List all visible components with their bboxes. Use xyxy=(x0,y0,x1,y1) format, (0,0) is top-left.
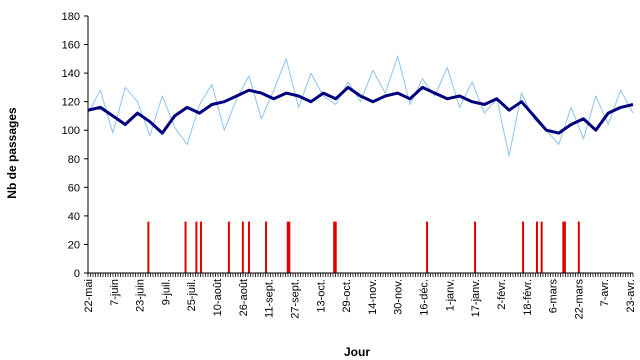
x-tick-label: 17-janv. xyxy=(470,279,482,317)
x-tick-label: 23-avr. xyxy=(625,279,637,313)
x-tick-label: 1-janv. xyxy=(444,279,456,311)
x-tick-label: 6-mars xyxy=(548,279,560,314)
x-tick-label: 7-juin xyxy=(109,279,121,306)
y-tick-label: 100 xyxy=(62,125,80,137)
x-tick-label: 22-mars xyxy=(573,279,585,320)
x-tick-label: 25-juil. xyxy=(186,279,198,311)
x-tick-label: 14-nov. xyxy=(367,279,379,315)
y-tick-label: 40 xyxy=(68,211,80,223)
x-tick-label: 7-avr. xyxy=(599,279,611,307)
x-tick-label: 27-sept. xyxy=(290,279,302,319)
x-tick-label: 10-août xyxy=(212,279,224,316)
y-tick-label: 20 xyxy=(68,239,80,251)
y-tick-label: 140 xyxy=(62,68,80,80)
x-tick-label: 16-déc. xyxy=(419,279,431,316)
y-tick-label: 60 xyxy=(68,182,80,194)
smoothed-series-line xyxy=(87,85,634,135)
x-tick-label: 29-oct. xyxy=(341,279,353,313)
x-tick-label: 26-août xyxy=(238,279,250,316)
x-tick-label: 18-févr. xyxy=(522,279,534,316)
x-tick-label: 2-févr. xyxy=(496,279,508,310)
y-axis-title: Nb de passages xyxy=(5,107,19,199)
x-tick-label: 9-juil. xyxy=(160,279,172,305)
x-axis-title: Jour xyxy=(344,345,370,359)
x-tick-label: 13-oct. xyxy=(315,279,327,313)
daily-series-line xyxy=(87,55,634,157)
y-tick-label: 120 xyxy=(62,97,80,109)
x-tick-label: 22-mai xyxy=(83,279,95,313)
y-tick-label: 80 xyxy=(68,154,80,166)
y-tick-label: 0 xyxy=(74,268,80,280)
x-tick-label: 30-nov. xyxy=(393,279,405,315)
x-tick-label: 23-juin xyxy=(135,279,147,312)
x-tick-label: 11-sept. xyxy=(264,279,276,318)
y-tick-label: 160 xyxy=(62,40,80,52)
y-tick-label: 180 xyxy=(62,11,80,23)
